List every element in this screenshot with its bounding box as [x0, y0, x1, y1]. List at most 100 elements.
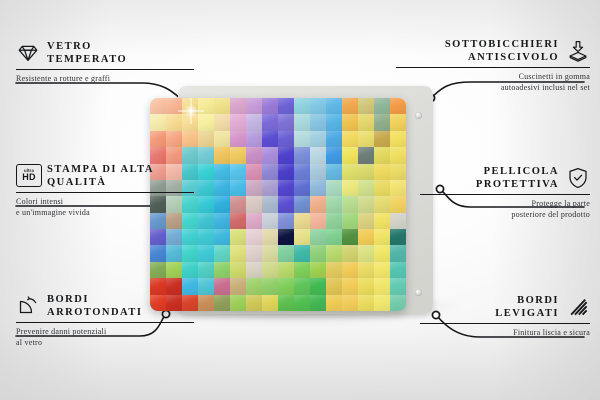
feature-title-line2: PROTETTIVA	[475, 179, 559, 190]
mosaic-tile	[262, 294, 278, 311]
mosaic-tile	[326, 179, 342, 197]
mosaic-tile	[230, 196, 246, 214]
mosaic-tile	[166, 98, 182, 115]
mosaic-tile	[358, 130, 374, 148]
mosaic-pattern	[150, 98, 406, 311]
mosaic-tile	[390, 196, 406, 214]
mosaic-tile	[198, 261, 214, 279]
mosaic-tile	[182, 245, 198, 263]
mosaic-tile	[230, 179, 246, 197]
feature-description-line1: Cuscinetti in gomma	[518, 72, 590, 82]
mosaic-tile	[182, 261, 198, 279]
mosaic-tile	[310, 147, 326, 164]
mosaic-tile	[358, 147, 374, 164]
mosaic-tile	[310, 163, 326, 181]
mosaic-tile	[326, 98, 342, 115]
mosaic-tile	[326, 163, 342, 181]
mosaic-tile	[278, 179, 294, 197]
mosaic-tile	[150, 98, 166, 115]
mosaic-tile	[230, 130, 246, 148]
mosaic-tile	[214, 147, 230, 164]
mosaic-tile	[390, 212, 406, 230]
divider	[16, 69, 194, 71]
mosaic-tile	[150, 245, 166, 263]
mosaic-tile	[326, 147, 342, 164]
mosaic-tile	[278, 245, 294, 263]
divider	[16, 192, 194, 194]
rubber-pad-top-right	[415, 112, 422, 119]
mosaic-tile	[374, 212, 390, 230]
mosaic-tile	[278, 229, 294, 246]
feature-polished-edges: BORDI LEVIGATI Finitura liscia e sicura	[418, 294, 590, 339]
mosaic-tile	[182, 114, 198, 132]
rubber-pad-bottom-right	[415, 289, 422, 296]
mosaic-tile	[246, 130, 262, 148]
mosaic-tile	[214, 179, 230, 197]
mosaic-tile	[262, 212, 278, 230]
mosaic-tile	[150, 196, 166, 214]
mosaic-tile	[150, 163, 166, 181]
mosaic-tile	[294, 196, 310, 214]
mosaic-tile	[278, 163, 294, 181]
mosaic-tile	[390, 147, 406, 164]
mosaic-tile	[230, 212, 246, 230]
mosaic-tile	[262, 98, 278, 115]
mosaic-tile	[390, 294, 406, 311]
mosaic-tile	[374, 98, 390, 115]
mosaic-tile	[374, 278, 390, 296]
mosaic-tile	[182, 163, 198, 181]
rounded-corner-icon	[16, 294, 40, 318]
feature-title-line1: SOTTOBICCHIERI	[444, 39, 559, 50]
feature-title-line1: BORDI	[47, 294, 89, 305]
mosaic-tile	[262, 261, 278, 279]
feature-title-line1: VETRO	[47, 41, 92, 52]
mosaic-tile	[342, 229, 358, 246]
feature-description-line2: posteriore del prodotto	[511, 209, 590, 219]
mosaic-tile	[294, 179, 310, 197]
mosaic-tile	[294, 114, 310, 132]
mosaic-tile	[342, 114, 358, 132]
mosaic-tile	[214, 114, 230, 132]
feature-description-line1: Prevenire danni potenziali	[16, 327, 107, 337]
mosaic-tile	[374, 261, 390, 279]
mosaic-tile	[278, 147, 294, 164]
mosaic-tile	[150, 114, 166, 132]
mosaic-tile	[278, 114, 294, 132]
feature-description-line1: Colori intensi	[16, 197, 64, 207]
mosaic-tile	[198, 278, 214, 296]
mosaic-tile	[390, 98, 406, 115]
mosaic-tile	[390, 229, 406, 246]
mosaic-tile	[214, 98, 230, 115]
mosaic-tile	[342, 294, 358, 311]
mosaic-tile	[342, 278, 358, 296]
divider	[420, 323, 590, 325]
mosaic-tile	[166, 294, 182, 311]
mosaic-tile	[214, 294, 230, 311]
hatch-lines-icon	[566, 295, 590, 319]
mosaic-tile	[166, 245, 182, 263]
mosaic-tile	[342, 212, 358, 230]
mosaic-tile	[230, 98, 246, 115]
mosaic-tile	[326, 114, 342, 132]
feature-title-line2: ARROTONDATI	[47, 307, 143, 318]
mosaic-tile	[278, 278, 294, 296]
mosaic-tile	[246, 163, 262, 181]
mosaic-tile	[374, 245, 390, 263]
mosaic-tile	[358, 261, 374, 279]
pad-insert-icon	[566, 39, 590, 63]
mosaic-tile	[230, 163, 246, 181]
feature-anti-slip-coasters: SOTTOBICCHIERI ANTISCIVOLO Cuscinetti in…	[394, 38, 590, 93]
mosaic-tile	[326, 130, 342, 148]
mosaic-tile	[230, 114, 246, 132]
mosaic-tile	[166, 229, 182, 246]
mosaic-tile	[150, 261, 166, 279]
mosaic-tile	[262, 130, 278, 148]
mosaic-tile	[390, 261, 406, 279]
mosaic-tile	[166, 114, 182, 132]
mosaic-tile	[294, 130, 310, 148]
mosaic-tile	[262, 245, 278, 263]
mosaic-tile	[326, 212, 342, 230]
mosaic-tile	[246, 179, 262, 197]
mosaic-tile	[182, 196, 198, 214]
mosaic-tile	[262, 147, 278, 164]
